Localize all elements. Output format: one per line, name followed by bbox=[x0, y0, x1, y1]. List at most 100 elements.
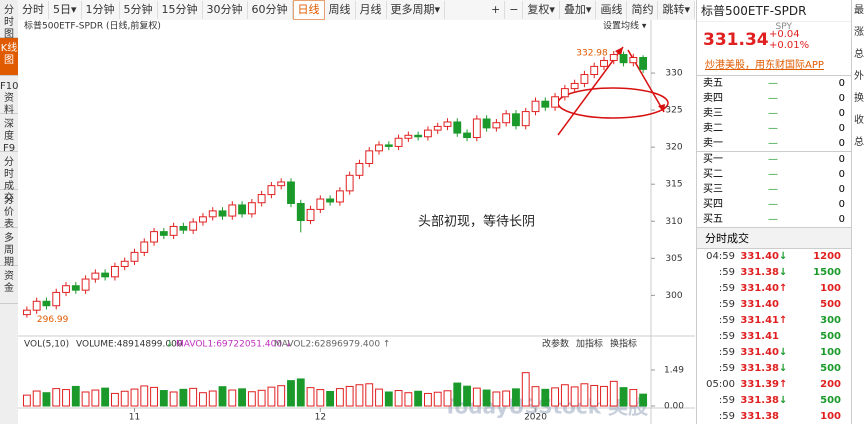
sidebar-tab[interactable]: 分价表 bbox=[0, 190, 18, 230]
candle-body bbox=[404, 134, 413, 139]
book-row: 买五 — 0 bbox=[697, 212, 852, 227]
volume-bar bbox=[355, 384, 364, 407]
vol-button[interactable]: 改参数 bbox=[542, 338, 569, 350]
candle-body bbox=[267, 185, 276, 196]
trade-dir: ↑ bbox=[779, 283, 788, 294]
trade-time: :59 bbox=[718, 395, 735, 406]
vol-button[interactable]: 加指标 bbox=[576, 338, 603, 350]
trade-price: 331.40 bbox=[740, 283, 779, 294]
trade-time: :59 bbox=[718, 363, 735, 374]
volume-bar bbox=[463, 385, 471, 407]
candle-body bbox=[375, 144, 383, 152]
trade-dir: ↑ bbox=[779, 315, 788, 326]
quote-panel: 标普500ETF-SPDR SPY 331.34 +0.04 +0.01% 炒港… bbox=[696, 0, 852, 424]
trade-row: :59 331.38 100 bbox=[697, 409, 852, 425]
side-label: 换 bbox=[854, 93, 864, 104]
period-tab[interactable]: 日线 bbox=[292, 0, 325, 20]
trade-price: 331.39 bbox=[740, 379, 779, 390]
sidebar-tab[interactable]: K线图 bbox=[0, 38, 18, 76]
y-tick-label: 315 bbox=[665, 180, 682, 190]
period-tab[interactable]: 5分钟 bbox=[120, 1, 158, 19]
candle-body bbox=[159, 231, 168, 236]
trade-row: :59 331.41 ↑ 300 bbox=[697, 313, 852, 329]
sidebar-tab[interactable]: 分时成交 bbox=[0, 152, 18, 204]
book-volume: 0 bbox=[838, 108, 845, 119]
book-price: — bbox=[768, 93, 778, 104]
sidebar-tab[interactable]: F10资料 bbox=[0, 76, 18, 116]
trade-dir: ↓ bbox=[779, 267, 788, 278]
tool-button[interactable]: + bbox=[487, 1, 506, 19]
trade-volume: 500 bbox=[820, 299, 841, 310]
chart: 标普500ETF-SPDR (日线,前复权) 设置均线 ▾ 头部初现，等待长阴 … bbox=[18, 20, 695, 424]
period-tab[interactable]: 分时 bbox=[18, 1, 49, 19]
ma-button[interactable]: 设置均线 ▾ bbox=[603, 20, 647, 32]
side-label: 收 bbox=[854, 115, 864, 126]
volume-bar bbox=[335, 388, 344, 407]
candle-body bbox=[189, 221, 198, 231]
sidebar-tab[interactable]: 资金 bbox=[0, 266, 18, 304]
y-tick-label: 320 bbox=[665, 143, 682, 153]
trade-time: :59 bbox=[718, 331, 735, 342]
candle-body bbox=[394, 137, 403, 147]
sidebar-tab[interactable]: 深度F9 bbox=[0, 114, 18, 154]
period-tab[interactable]: 月线 bbox=[356, 1, 387, 19]
tool-button[interactable]: 复权▾ bbox=[523, 1, 560, 19]
sidebar: 分时图 K线图 F10资料 深度F9 分时成交 分价表 多周期 资金 bbox=[0, 0, 19, 424]
trade-dir: ↓ bbox=[779, 363, 788, 374]
period-tab[interactable]: 1分钟 bbox=[82, 1, 120, 19]
candle-body bbox=[423, 129, 432, 138]
candle-body bbox=[140, 241, 149, 253]
volume-bar bbox=[482, 389, 491, 407]
candle-body bbox=[199, 216, 207, 223]
period-tab[interactable]: 周线 bbox=[325, 1, 356, 19]
vol-button[interactable]: 换指标 bbox=[610, 338, 637, 350]
period-tab[interactable]: 更多周期▾ bbox=[387, 1, 446, 19]
vol-value: VOLUME:48914899.000 bbox=[76, 340, 183, 350]
trade-row: :59 331.38 ↓ 500 bbox=[697, 361, 852, 377]
volume-bar bbox=[365, 383, 374, 407]
trade-volume: 100 bbox=[820, 283, 841, 294]
arrow-head bbox=[658, 104, 665, 112]
candle-body bbox=[365, 150, 374, 164]
volume-bar bbox=[287, 380, 295, 407]
trade-price: 331.41 bbox=[740, 331, 779, 342]
trade-time: 04:59 bbox=[706, 251, 735, 262]
sidebar-tab[interactable]: 分时图 bbox=[0, 0, 18, 40]
volume-bar bbox=[150, 386, 158, 407]
volume-bar bbox=[394, 390, 403, 407]
candle-body bbox=[570, 82, 579, 90]
book-row: 买二 — 0 bbox=[697, 167, 852, 182]
promo-link[interactable]: 炒港美股，用东财国际APP bbox=[697, 52, 852, 76]
candle-body bbox=[472, 118, 481, 139]
volume-bar bbox=[443, 390, 452, 407]
volume-bar bbox=[52, 388, 61, 407]
book-volume: 0 bbox=[838, 214, 845, 225]
side-label: 涨 bbox=[854, 27, 864, 38]
book-row: 买四 — 0 bbox=[697, 197, 852, 212]
tool-button[interactable]: 简约 bbox=[627, 1, 659, 19]
candle-body bbox=[101, 272, 110, 278]
volume-bar bbox=[32, 390, 41, 407]
candle-body bbox=[619, 54, 628, 64]
candle-body bbox=[296, 202, 305, 222]
period-tab[interactable]: 15分钟 bbox=[158, 1, 203, 19]
tool-button[interactable]: 叠加▾ bbox=[560, 1, 597, 19]
candle-body bbox=[71, 285, 80, 291]
book-label: 买四 bbox=[703, 199, 723, 210]
sidebar-tab[interactable]: 多周期 bbox=[0, 228, 18, 268]
book-label: 卖三 bbox=[703, 108, 723, 119]
period-tab[interactable]: 30分钟 bbox=[203, 1, 248, 19]
candle-body bbox=[326, 198, 335, 203]
chart-title: 标普500ETF-SPDR (日线,前复权) bbox=[24, 20, 161, 32]
volume-bar bbox=[580, 383, 589, 407]
volume-bar bbox=[600, 385, 608, 407]
tool-button[interactable]: 画线 bbox=[596, 1, 628, 19]
trade-dir bbox=[779, 297, 791, 313]
period-tab[interactable]: 5日▾ bbox=[49, 1, 82, 19]
period-tab[interactable]: 60分钟 bbox=[248, 1, 293, 19]
candle-body bbox=[247, 202, 256, 215]
y-tick-label: 330 bbox=[665, 69, 682, 79]
tool-button[interactable]: − bbox=[505, 1, 524, 19]
book-price: — bbox=[768, 214, 778, 225]
tool-button[interactable]: 跳转▾ bbox=[658, 1, 695, 19]
